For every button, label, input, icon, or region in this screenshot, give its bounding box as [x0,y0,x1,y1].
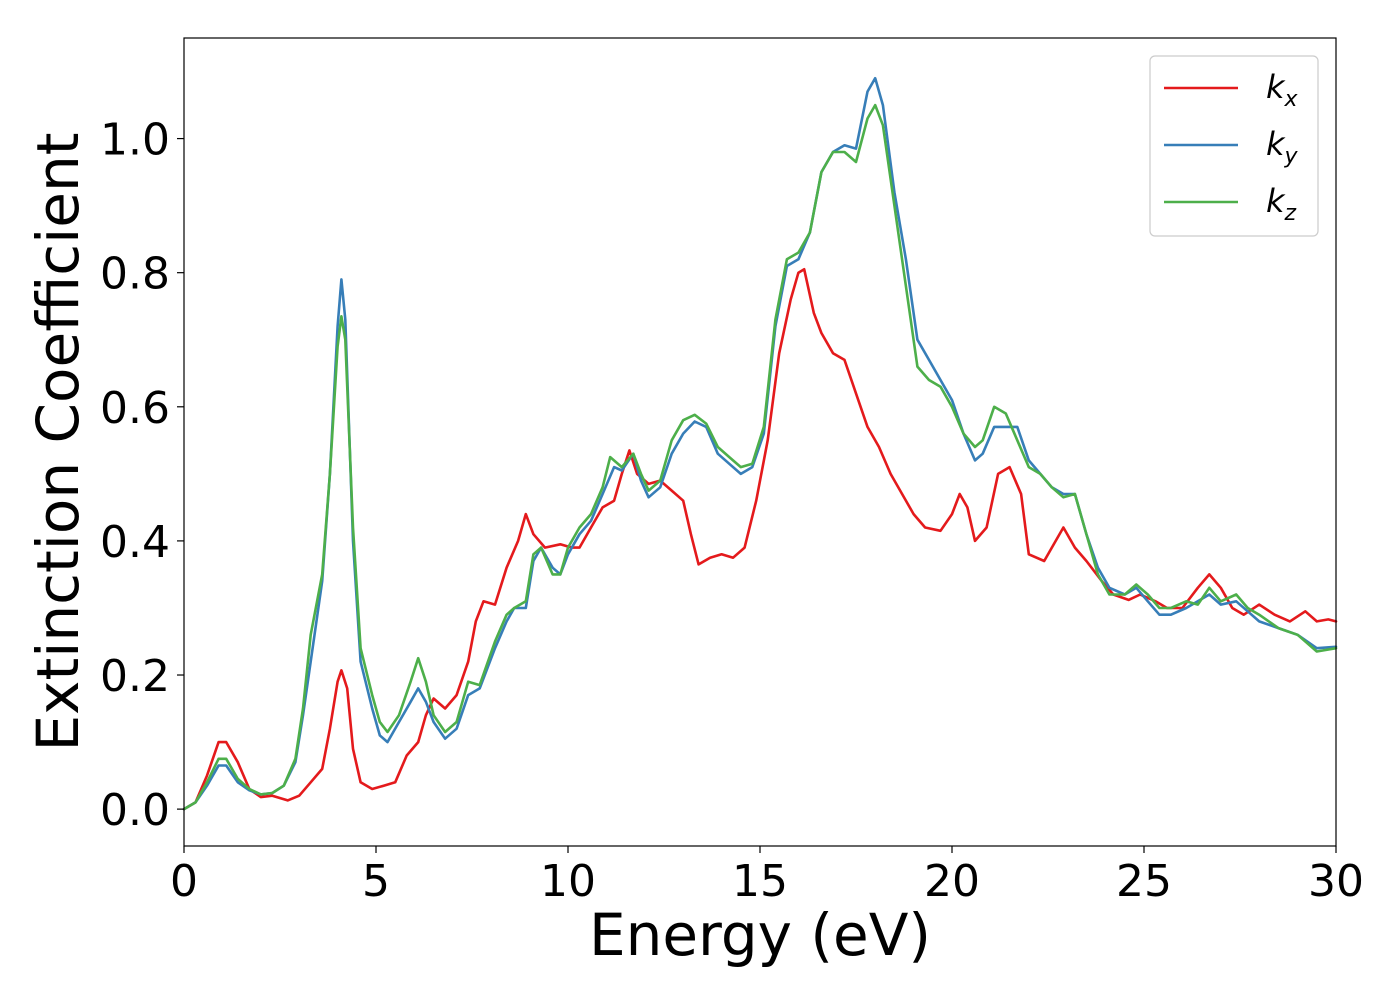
x-tick-label: 15 [732,856,788,907]
series-layer [182,76,1338,811]
x-tick-label: 20 [924,856,980,907]
x-tick-label: 5 [362,856,390,907]
series-line-kz [182,103,1338,811]
y-axis-label: Extinction Coefficient [24,133,92,752]
x-tick-label: 25 [1116,856,1172,907]
x-axis-label: Energy (eV) [589,901,931,969]
y-axis: 0.0 0.2 0.4 0.6 0.8 1.0 [100,115,184,836]
y-tick-label: 0.6 [100,383,170,434]
y-tick-label: 0.4 [100,517,170,568]
x-tick-label: 0 [170,856,198,907]
y-tick-label: 1.0 [100,115,170,166]
y-tick-label: 0.0 [100,785,170,836]
y-tick-label: 0.2 [100,651,170,702]
x-tick-label: 30 [1308,856,1364,907]
x-axis: 0 5 10 15 20 25 30 [170,846,1364,907]
y-tick-label: 0.8 [100,249,170,300]
x-tick-label: 10 [540,856,596,907]
